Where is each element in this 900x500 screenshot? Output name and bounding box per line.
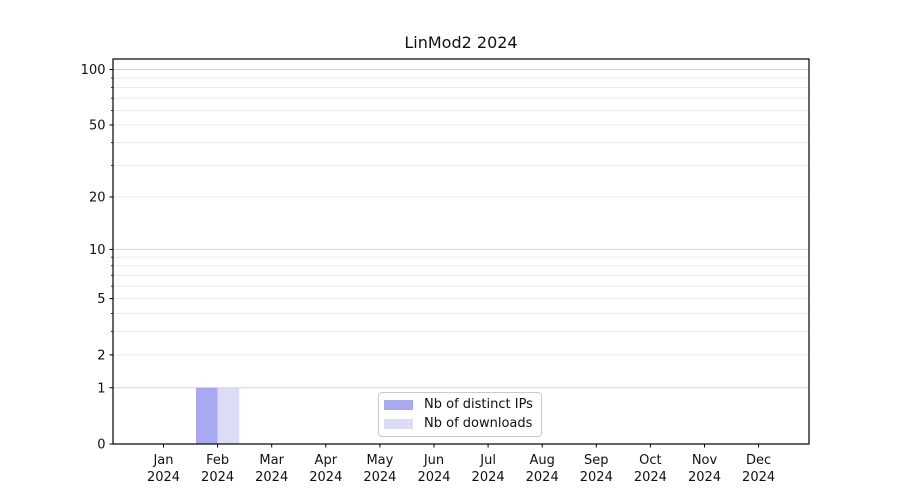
y-tick-label: 20 xyxy=(89,190,106,205)
x-tick-label-year: 2024 xyxy=(472,470,505,485)
x-tick-label-month: Mar xyxy=(259,453,284,468)
x-tick-label-year: 2024 xyxy=(147,470,180,485)
x-tick-label-month: Oct xyxy=(639,453,661,468)
legend-item-downloads: Nb of downloads xyxy=(384,416,535,431)
x-tick-label-year: 2024 xyxy=(363,470,396,485)
bar-nb-of-distinct-ips-feb xyxy=(196,387,218,444)
x-tick-label-year: 2024 xyxy=(688,470,721,485)
bar-nb-of-downloads-feb xyxy=(217,387,240,444)
legend-swatch-downloads xyxy=(384,419,413,430)
x-tick-label-month: Jan xyxy=(152,453,173,468)
y-tick-label: 2 xyxy=(97,348,105,363)
x-tick-label-month: Sep xyxy=(584,453,609,468)
x-tick-label-year: 2024 xyxy=(526,470,559,485)
plot-frame xyxy=(112,58,810,445)
x-tick-label-month: May xyxy=(366,453,393,468)
y-tick-label: 10 xyxy=(89,243,106,258)
legend-label-downloads: Nb of downloads xyxy=(424,416,533,431)
x-tick-label-month: Apr xyxy=(315,453,338,468)
x-tick-label-month: Aug xyxy=(530,453,555,468)
x-tick-label-month: Nov xyxy=(692,453,718,468)
y-tick-label: 0 xyxy=(97,438,105,453)
x-tick-label-year: 2024 xyxy=(201,470,234,485)
y-tick-label: 100 xyxy=(81,63,106,78)
x-tick-label-year: 2024 xyxy=(634,470,667,485)
x-tick-label-year: 2024 xyxy=(255,470,288,485)
legend-swatch-distinct-ips xyxy=(384,399,413,410)
x-tick-label-year: 2024 xyxy=(580,470,613,485)
x-tick-label-year: 2024 xyxy=(417,470,450,485)
x-tick-label-month: Dec xyxy=(746,453,771,468)
x-tick-label-year: 2024 xyxy=(742,470,775,485)
legend: Nb of distinct IPs Nb of downloads xyxy=(378,392,542,437)
y-tick-label: 5 xyxy=(97,292,105,307)
x-tick-label-month: Jun xyxy=(423,453,444,468)
y-tick-label: 50 xyxy=(89,118,106,133)
legend-label-distinct-ips: Nb of distinct IPs xyxy=(424,396,533,412)
legend-item-distinct-ips: Nb of distinct IPs xyxy=(384,396,535,412)
y-tick-label: 1 xyxy=(97,381,105,396)
x-tick-label-year: 2024 xyxy=(309,470,342,485)
x-tick-label-month: Feb xyxy=(206,453,229,468)
chart-title: LinMod2 2024 xyxy=(404,33,518,52)
x-tick-label-month: Jul xyxy=(479,453,496,468)
